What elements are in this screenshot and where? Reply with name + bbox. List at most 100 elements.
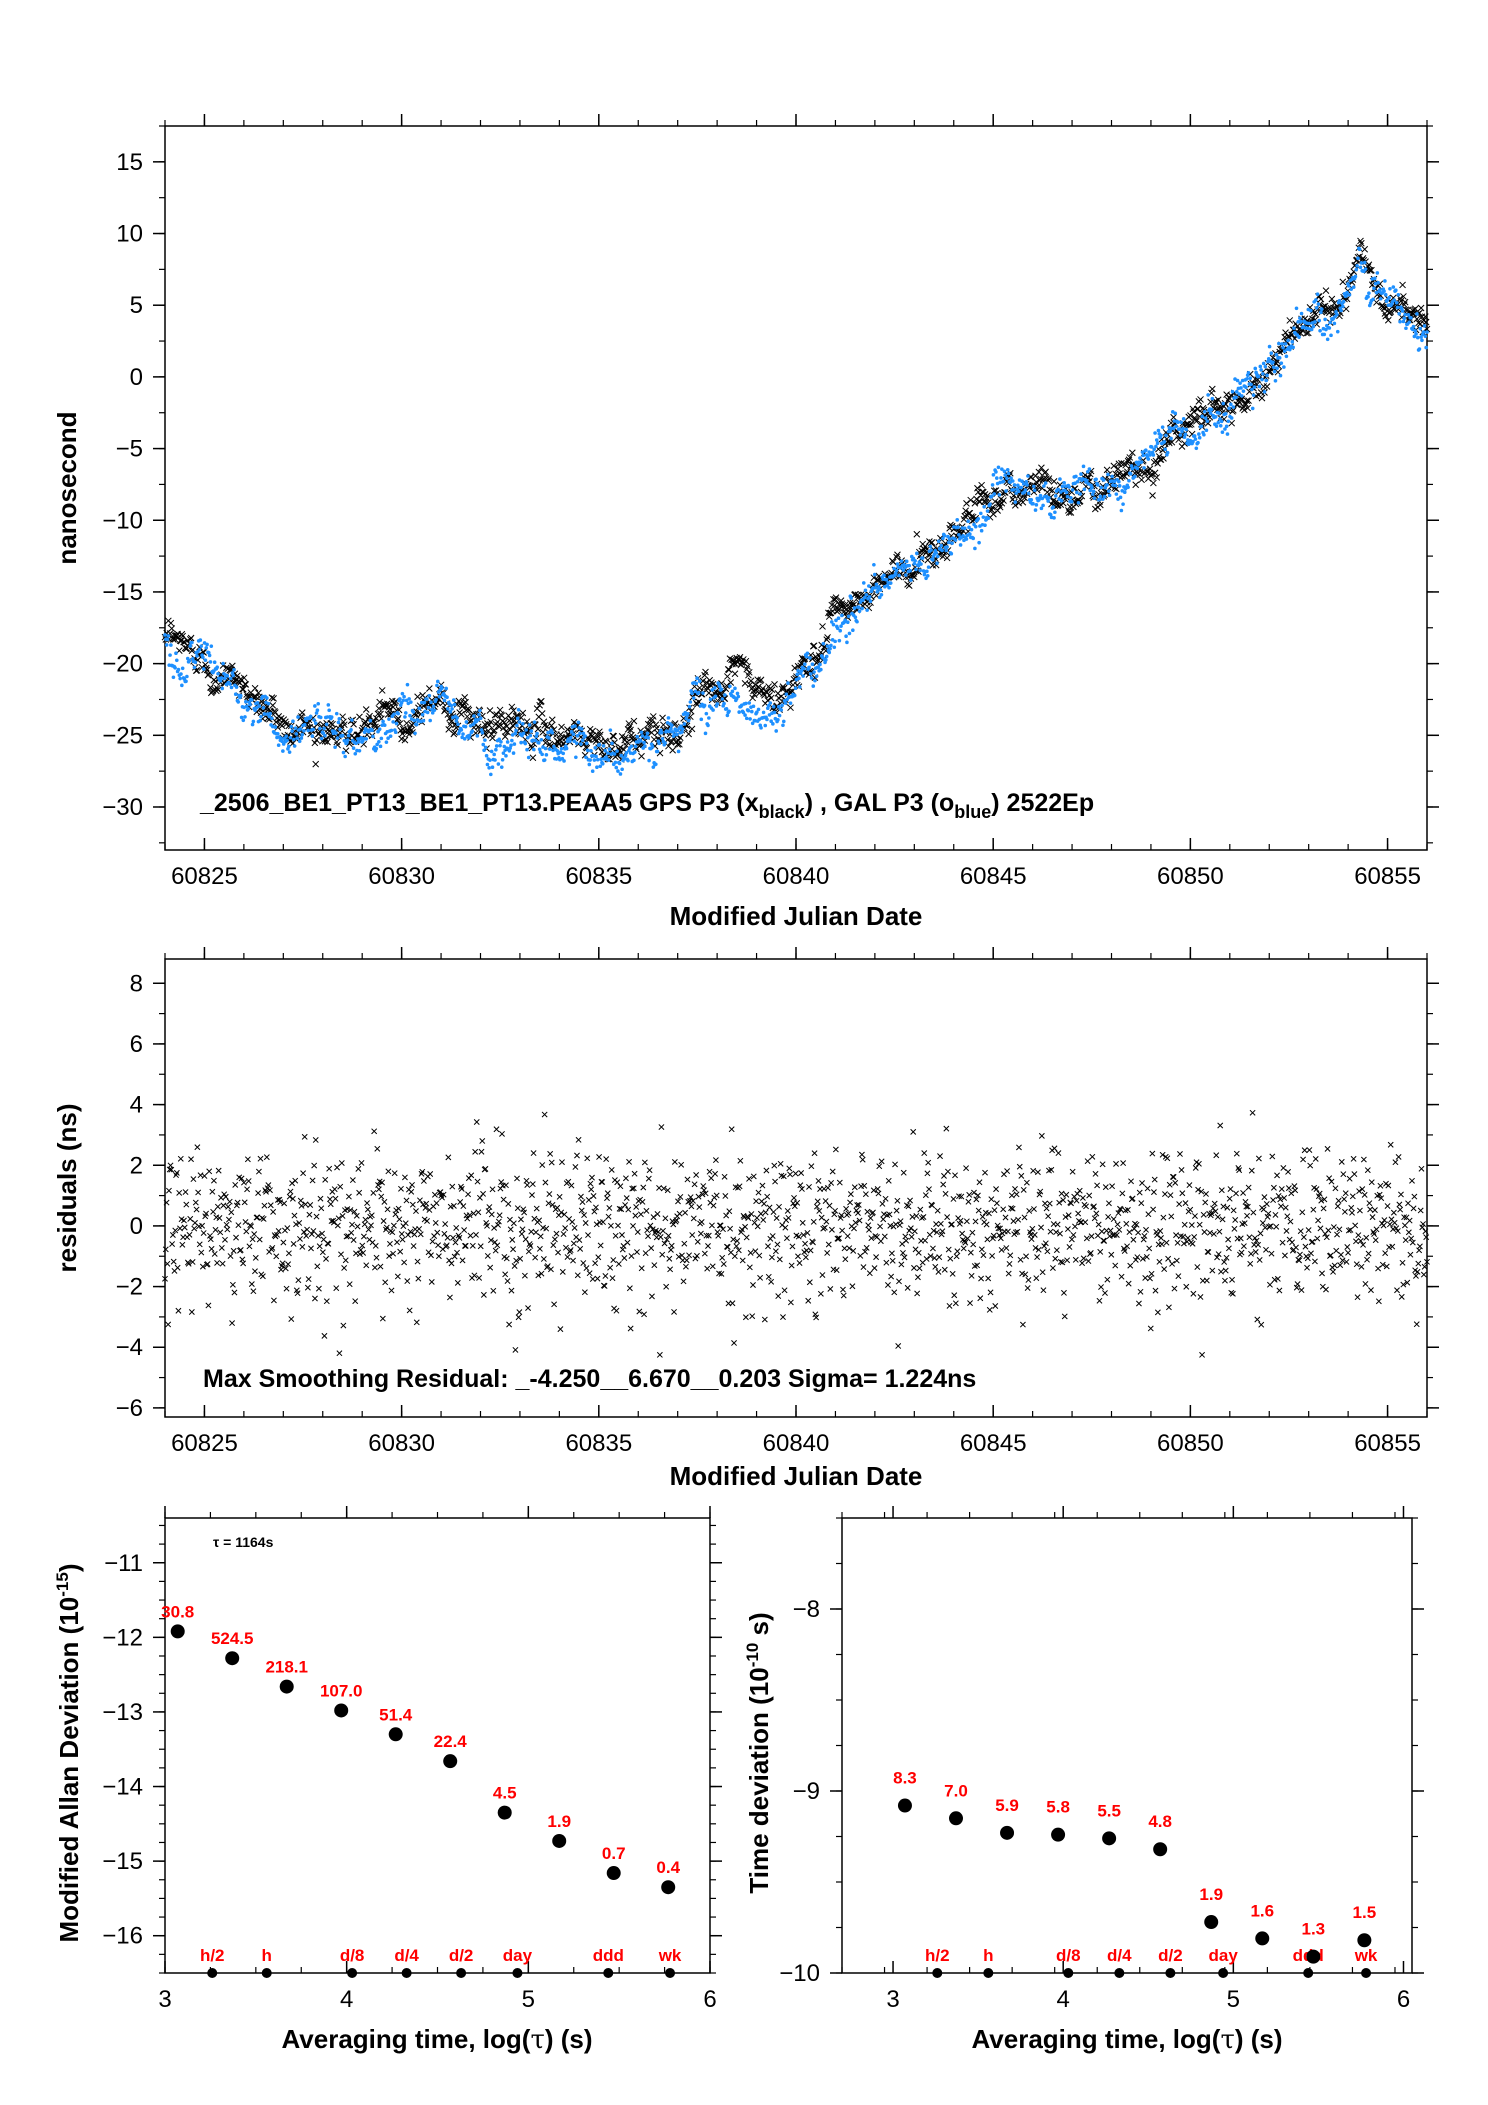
residual-point — [1355, 1232, 1362, 1239]
gal-data-point — [417, 706, 422, 711]
residual-point — [713, 1192, 720, 1199]
residual-point — [993, 1200, 1000, 1207]
gal-data-point — [1114, 492, 1119, 496]
gal-data-point — [728, 684, 732, 689]
gal-data-point — [824, 654, 829, 659]
gal-data-point — [793, 686, 798, 691]
gal-data-point — [1292, 326, 1296, 330]
residual-point — [1190, 1290, 1197, 1297]
residual-point — [1005, 1270, 1012, 1277]
residual-point — [847, 1191, 854, 1198]
residual-point — [1272, 1211, 1279, 1218]
gal-data-point — [750, 709, 754, 714]
residual-point — [1173, 1257, 1180, 1264]
gal-data-point — [171, 675, 176, 680]
residual-point — [480, 1190, 487, 1197]
residual-point — [280, 1239, 287, 1246]
residual-point — [1064, 1226, 1071, 1233]
gal-data-point — [1052, 516, 1056, 520]
residual-point — [577, 1193, 584, 1200]
gal-data-point — [249, 698, 254, 702]
gal-data-point — [802, 666, 806, 671]
gal-data-point — [808, 672, 813, 676]
residual-point — [242, 1219, 249, 1225]
gps-data-point — [374, 710, 382, 718]
gps-data-point — [996, 503, 1004, 511]
residual-point — [1182, 1200, 1189, 1207]
residual-point — [496, 1212, 503, 1219]
gps-data-point — [659, 714, 666, 722]
residual-point — [1278, 1203, 1284, 1210]
gal-data-point — [524, 728, 528, 732]
gps-data-point — [366, 712, 373, 720]
gal-data-point — [1029, 497, 1034, 502]
residual-point — [174, 1264, 181, 1271]
residual-point — [976, 1179, 983, 1186]
gal-data-point — [1317, 318, 1322, 323]
gps-data-point — [356, 713, 363, 721]
gal-data-point — [765, 717, 769, 722]
gal-data-point — [1141, 453, 1146, 458]
gps-data-point — [1244, 404, 1252, 412]
gps-data-point — [688, 725, 696, 733]
gal-data-point — [934, 551, 938, 555]
residual-point — [1324, 1145, 1331, 1152]
residual-point — [605, 1213, 612, 1220]
residual-point — [922, 1192, 929, 1199]
gal-data-point — [1403, 312, 1407, 317]
gal-data-point — [1085, 478, 1089, 483]
residual-point — [1401, 1222, 1408, 1229]
residual-point — [297, 1197, 304, 1204]
gal-data-point — [958, 543, 963, 547]
gal-data-point — [928, 544, 933, 549]
residual-point — [415, 1275, 422, 1282]
residual-point — [1058, 1190, 1065, 1197]
gal-data-point — [238, 693, 243, 698]
gal-data-point — [561, 751, 566, 756]
residual-point — [1334, 1203, 1341, 1210]
gps-data-point — [1067, 509, 1075, 516]
residual-point — [229, 1320, 236, 1327]
residual-point — [591, 1208, 598, 1215]
gal-data-point — [1335, 312, 1339, 317]
gal-data-point — [708, 697, 713, 702]
residual-point — [1217, 1122, 1224, 1129]
residual-point — [1292, 1187, 1299, 1194]
gal-data-point — [432, 708, 437, 712]
gal-data-point — [393, 730, 398, 735]
residual-point — [1221, 1277, 1228, 1284]
gal-data-point — [505, 740, 510, 744]
residual-point — [389, 1229, 396, 1236]
residual-point — [1269, 1153, 1276, 1160]
residual-point — [599, 1179, 606, 1185]
gal-data-point — [300, 732, 305, 737]
residual-point — [529, 1181, 536, 1188]
residual-point — [1230, 1207, 1237, 1214]
residual-point — [646, 1167, 653, 1174]
residual-point — [1233, 1190, 1239, 1197]
residual-point — [311, 1162, 318, 1169]
gal-data-point — [1229, 402, 1233, 407]
top-data-points — [161, 237, 1431, 777]
x-tick-label: 60830 — [368, 1430, 435, 1457]
residual-point — [454, 1279, 461, 1286]
gal-data-point — [513, 731, 518, 736]
residual-point — [908, 1233, 915, 1240]
residual-point — [522, 1236, 529, 1243]
gps-data-point — [768, 686, 776, 694]
residual-point — [844, 1233, 851, 1240]
gal-data-point — [845, 640, 849, 645]
residual-point — [521, 1272, 528, 1279]
gps-data-point — [977, 492, 985, 499]
gps-data-point — [1021, 494, 1028, 502]
residual-point — [756, 1252, 763, 1259]
residual-point — [1301, 1147, 1308, 1154]
gps-data-point — [1042, 468, 1049, 476]
residual-point — [1363, 1234, 1370, 1241]
gps-data-point — [519, 709, 527, 717]
gal-data-point — [1026, 474, 1030, 478]
residual-point — [1152, 1287, 1159, 1294]
residual-point — [381, 1198, 388, 1205]
residual-point — [697, 1230, 704, 1237]
gal-data-point — [470, 729, 475, 733]
